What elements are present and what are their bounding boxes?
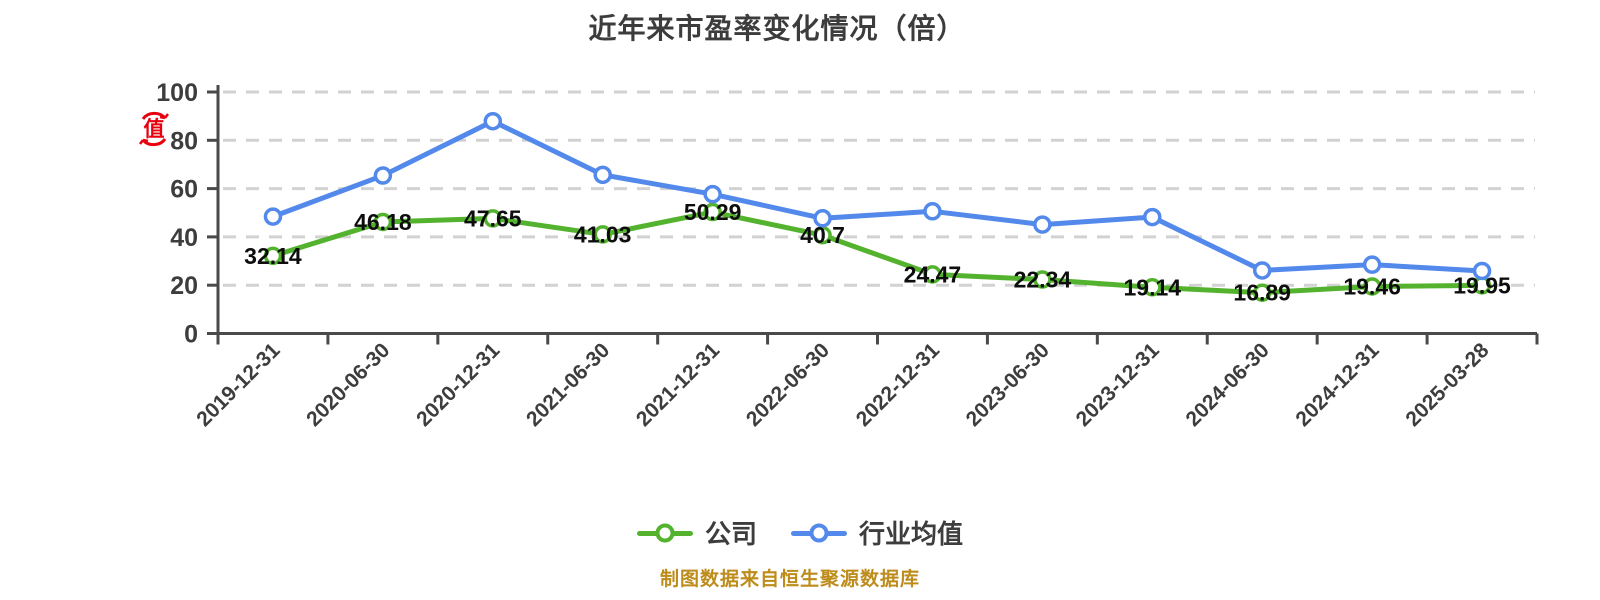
industry-data-point xyxy=(373,166,393,185)
legend-item-company[interactable]: 公司 xyxy=(636,514,757,551)
company-data-point xyxy=(1143,278,1162,297)
industry-data-point xyxy=(1362,255,1382,274)
company-data-point xyxy=(1362,277,1382,296)
company-series-line xyxy=(270,209,1485,296)
svg-text:值: 值 xyxy=(144,117,165,141)
value-label: 16.89 xyxy=(1233,280,1291,306)
company-data-point xyxy=(923,265,942,284)
x-axis-label: 2020-12-31 xyxy=(412,339,504,431)
x-axis-label: 2022-12-31 xyxy=(852,339,944,431)
y-axis-label: 0 xyxy=(184,321,198,349)
company-data-point xyxy=(703,202,722,222)
chart-legend: 公司 行业均值 xyxy=(0,514,1600,551)
legend-label-company: 公司 xyxy=(704,519,757,549)
x-axis-label: 2022-06-30 xyxy=(742,339,834,431)
industry-data-point xyxy=(1143,207,1162,227)
value-label: 50.29 xyxy=(684,199,742,225)
industry-data-point xyxy=(923,202,942,221)
value-label: 19.14 xyxy=(1124,274,1182,300)
industry-data-point xyxy=(593,165,612,185)
x-axis-label: 2024-06-30 xyxy=(1182,339,1274,431)
company-data-point xyxy=(813,225,832,245)
x-axis-label: 2024-12-31 xyxy=(1291,339,1383,431)
value-label: 32.14 xyxy=(244,243,302,269)
value-label: 46.18 xyxy=(354,209,412,235)
industry-data-point xyxy=(703,184,722,204)
legend-item-industry-average[interactable]: 行业均值 xyxy=(791,514,963,551)
industry-data-point xyxy=(813,209,832,228)
company-data-point xyxy=(263,246,283,266)
value-label: 19.95 xyxy=(1453,272,1511,298)
industry-series-line xyxy=(270,118,1485,274)
red-seal-watermark-icon: 值 xyxy=(139,111,169,147)
value-label: 47.65 xyxy=(464,205,522,231)
company-data-point xyxy=(373,212,393,232)
y-axis-label: 40 xyxy=(170,224,198,252)
industry-legend-marker-icon xyxy=(791,518,847,548)
company-data-point xyxy=(593,225,612,244)
value-label: 22.34 xyxy=(1014,267,1072,293)
company-legend-marker-icon xyxy=(636,518,693,548)
x-axis-label: 2021-12-31 xyxy=(632,339,724,431)
legend-label-industry-average: 行业均值 xyxy=(859,519,964,549)
data-source-note: 制图数据来自恒生聚源数据库 xyxy=(659,569,920,590)
value-label: 24.47 xyxy=(904,261,962,287)
y-axis-label: 80 xyxy=(170,127,198,155)
value-label: 40.7 xyxy=(800,222,845,248)
y-axis-label: 20 xyxy=(170,272,198,300)
industry-data-point xyxy=(483,111,503,131)
company-data-point xyxy=(1252,283,1272,302)
company-data-point xyxy=(1033,270,1052,289)
x-axis-label: 2021-06-30 xyxy=(522,339,614,431)
industry-data-point xyxy=(1472,261,1492,281)
x-axis-label: 2023-06-30 xyxy=(962,339,1054,431)
industry-data-point xyxy=(1033,215,1052,234)
value-label: 41.03 xyxy=(574,221,632,247)
y-axis-label: 60 xyxy=(170,176,198,204)
x-axis-label: 2020-06-30 xyxy=(302,339,394,431)
x-axis-label: 2023-12-31 xyxy=(1072,339,1164,431)
industry-data-point xyxy=(1252,261,1272,280)
chart-title: 近年来市盈率变化情况（倍） xyxy=(588,13,966,44)
industry-data-point xyxy=(263,207,283,226)
value-label: 19.46 xyxy=(1343,274,1401,300)
y-axis-label: 100 xyxy=(156,79,198,107)
x-axis-label: 2025-03-28 xyxy=(1401,339,1493,431)
company-data-point xyxy=(483,209,503,228)
x-axis-label: 2019-12-31 xyxy=(192,339,284,431)
